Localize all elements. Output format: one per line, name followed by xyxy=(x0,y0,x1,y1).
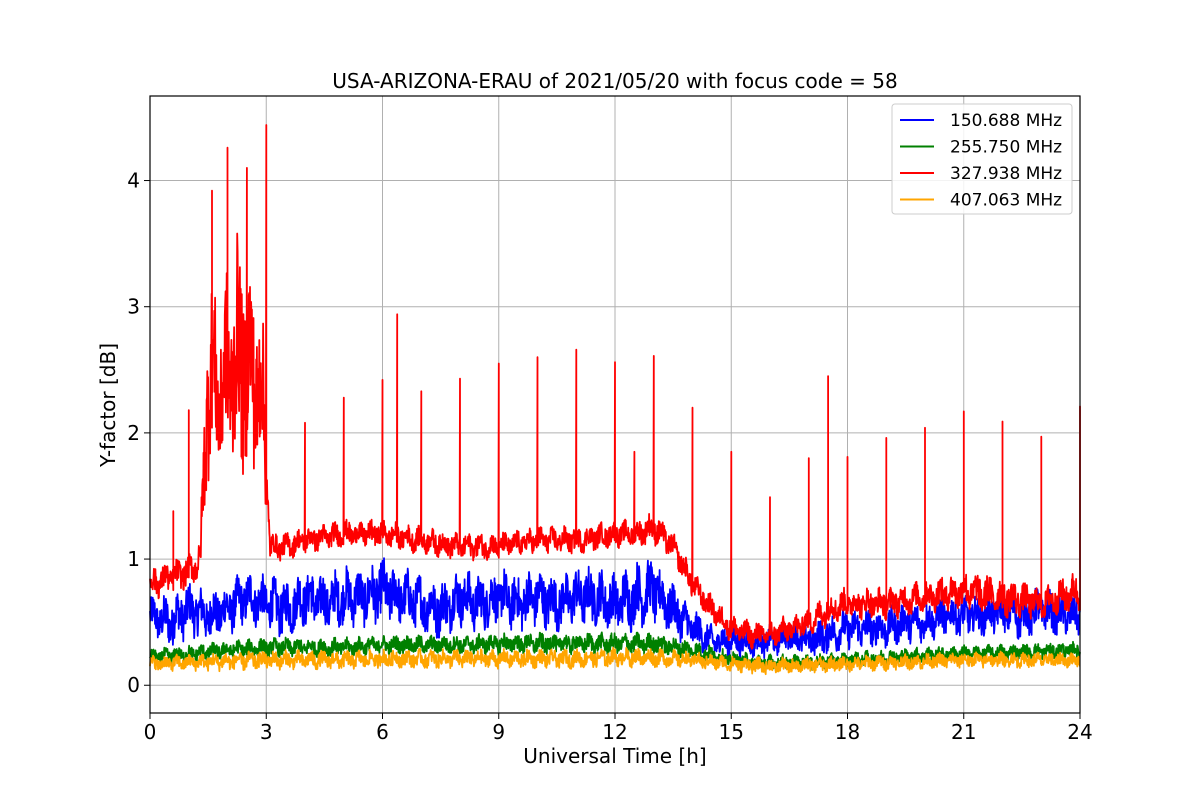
legend-label: 150.688 MHz xyxy=(950,111,1062,131)
y-axis: 0 1 2 3 4 xyxy=(127,169,150,697)
x-tick-label: 21 xyxy=(951,720,976,744)
x-tick-label: 0 xyxy=(144,720,157,744)
x-tick-label: 12 xyxy=(602,720,627,744)
x-tick-label: 15 xyxy=(719,720,744,744)
legend-box xyxy=(891,103,1073,215)
y-tick-label: 4 xyxy=(127,169,140,193)
legend: 150.688 MHz 255.750 MHz 327.938 MHz 407.063… xyxy=(891,103,1073,215)
x-tick-label: 24 xyxy=(1067,720,1092,744)
y-tick-label: 2 xyxy=(127,421,140,445)
y-tick-label: 3 xyxy=(127,295,140,319)
x-tick-label: 6 xyxy=(376,720,389,744)
x-tick-label: 3 xyxy=(260,720,273,744)
legend-label: 255.750 MHz xyxy=(950,138,1062,158)
chart-title: USA-ARIZONA-ERAU of 2021/05/20 with focu… xyxy=(332,69,897,93)
series-line-2 xyxy=(149,631,1081,672)
series-layer xyxy=(149,124,1081,676)
series-line-3 xyxy=(149,124,1081,650)
y-tick-label: 1 xyxy=(127,547,140,571)
legend-label: 407.063 MHz xyxy=(950,191,1062,211)
x-axis-label: Universal Time [h] xyxy=(523,744,706,768)
legend-label: 327.938 MHz xyxy=(950,164,1062,184)
x-tick-label: 9 xyxy=(492,720,505,744)
series-line-4 xyxy=(149,646,1081,676)
x-axis: 0 3 6 9 12 15 18 21 24 xyxy=(144,713,1093,744)
y-tick-label: 0 xyxy=(127,673,140,697)
y-axis-label: Y-factor [dB] xyxy=(96,343,120,468)
series-line-1 xyxy=(149,557,1081,660)
x-tick-label: 18 xyxy=(835,720,860,744)
